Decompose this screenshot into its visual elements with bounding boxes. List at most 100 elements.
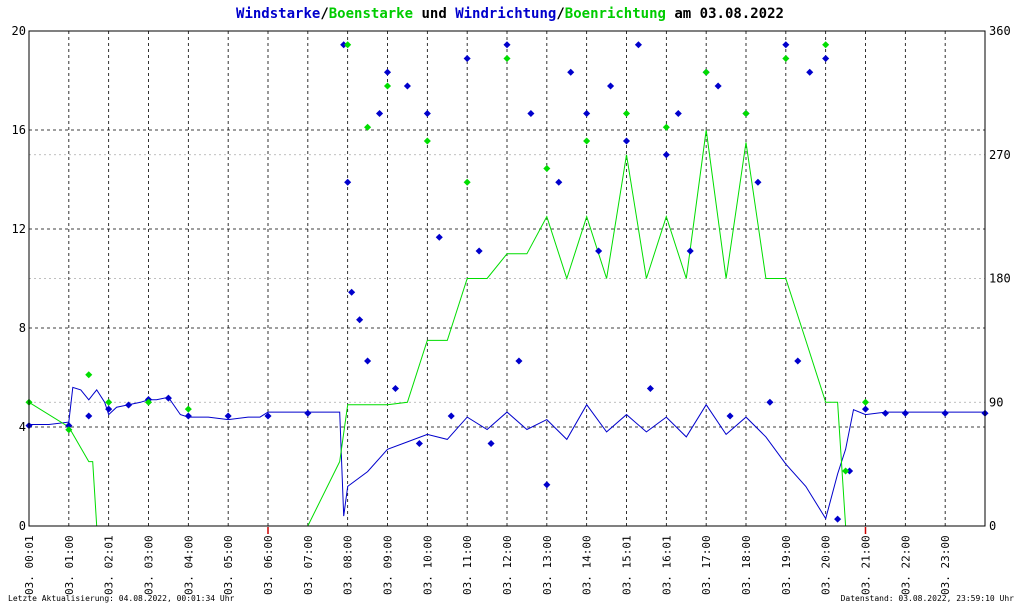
direction-point [463, 54, 471, 63]
x-tick-label: 03. 19:00 [780, 535, 793, 595]
y-right-tick-label: 90 [989, 395, 1003, 409]
direction-point [726, 412, 734, 420]
title-part: / [320, 6, 328, 22]
title-part: Windrichtung [455, 6, 556, 22]
direction-point [65, 426, 73, 434]
direction-point [634, 41, 642, 49]
x-tick-label: 03. 04:00 [182, 535, 195, 595]
y-left-tick-label: 8 [19, 321, 26, 335]
direction-point [105, 398, 113, 406]
y-left-tick-label: 20 [12, 24, 26, 38]
direction-point [487, 439, 495, 448]
direction-point [125, 401, 133, 409]
direction-point [754, 178, 762, 186]
direction-point [806, 68, 814, 76]
direction-point [714, 82, 722, 90]
x-tick-label: 03. 06:00 [262, 535, 275, 595]
direction-point [383, 68, 392, 76]
direction-point [383, 82, 392, 90]
y-right-tick-label: 270 [989, 148, 1011, 162]
x-tick-label: 03. 18:00 [740, 535, 753, 595]
footer-right: Datenstand: 03.08.2022, 23:59:10 Uhr [841, 594, 1015, 603]
direction-point [503, 41, 511, 49]
grid-layer [29, 31, 985, 526]
direction-point [861, 405, 870, 413]
title-part: Windstarke [236, 6, 320, 22]
x-tick-label: 03. 09:00 [382, 535, 395, 595]
direction-point [822, 54, 830, 63]
direction-point [423, 109, 431, 118]
x-tick-label: 03. 14:00 [581, 535, 594, 595]
x-tick-label: 03. 08:00 [342, 535, 355, 595]
direction-point [184, 412, 192, 420]
direction-point [794, 357, 802, 365]
direction-point [463, 178, 471, 186]
direction-point [164, 394, 172, 402]
direction-point [105, 405, 113, 413]
chart-title: Windstarke/Boenstarke und Windrichtung/B… [236, 6, 784, 22]
title-part: / [556, 6, 564, 22]
direction-point [503, 54, 511, 63]
x-tick-label: 03. 11:00 [461, 535, 474, 595]
direction-point [901, 409, 909, 417]
direction-point [435, 233, 443, 241]
direction-point [702, 68, 710, 76]
direction-point [567, 68, 575, 76]
direction-point [356, 316, 364, 324]
direction-point [224, 412, 232, 420]
direction-point [822, 41, 830, 49]
x-tick-label: 03. 17:00 [700, 535, 713, 595]
y-left-tick-label: 16 [12, 123, 26, 137]
x-tick-label: 03. 05:00 [222, 535, 235, 595]
direction-point [622, 137, 631, 145]
direction-point [861, 398, 870, 406]
x-tick-label: 03. 10:00 [421, 535, 434, 595]
x-tick-label: 03. 13:00 [541, 535, 554, 595]
title-part: Boenstarke [329, 6, 413, 22]
direction-point [364, 357, 372, 365]
direction-point [527, 109, 535, 118]
direction-point [742, 109, 750, 118]
x-tick-label: 03. 01:00 [63, 535, 76, 595]
direction-point [607, 82, 615, 90]
direction-point [264, 412, 272, 420]
direction-point [622, 109, 631, 118]
direction-point [941, 409, 949, 417]
direction-point [555, 178, 563, 186]
series-line [29, 386, 985, 520]
axes-layer: 0 4 8 12 16 20 0 90 180 270 360 03. 00:01 03. 01:00 0… [12, 24, 1011, 595]
direction-point [65, 422, 73, 430]
direction-point [595, 247, 603, 255]
direction-point [583, 109, 591, 118]
series-line [28, 129, 866, 527]
direction-point [842, 467, 850, 475]
y-left-tick-label: 4 [19, 420, 26, 434]
plot-frame [28, 30, 986, 527]
direction-point [184, 405, 192, 413]
x-tick-label: 03. 16:01 [660, 535, 673, 595]
direction-point [646, 384, 654, 393]
direction-point [403, 82, 411, 90]
direction-point [340, 41, 348, 49]
direction-point [364, 123, 372, 131]
x-tick-label: 03. 15:01 [621, 535, 634, 595]
x-tick-label: 03. 21:00 [860, 535, 873, 595]
x-tick-label: 03. 23:00 [939, 535, 952, 595]
direction-point [782, 54, 790, 63]
x-tick-label: 03. 20:00 [820, 535, 833, 595]
direction-point [423, 137, 431, 145]
direction-point [391, 384, 400, 393]
direction-point [674, 109, 682, 118]
direction-point [881, 409, 889, 417]
title-part: Boenrichtung [565, 6, 666, 22]
direction-point [415, 439, 423, 448]
direction-point [348, 288, 356, 296]
y-left-tick-label: 0 [19, 519, 26, 533]
direction-point [344, 178, 352, 186]
direction-point [543, 481, 551, 489]
direction-point [375, 109, 384, 118]
direction-point [85, 412, 93, 420]
direction-point [782, 41, 790, 49]
